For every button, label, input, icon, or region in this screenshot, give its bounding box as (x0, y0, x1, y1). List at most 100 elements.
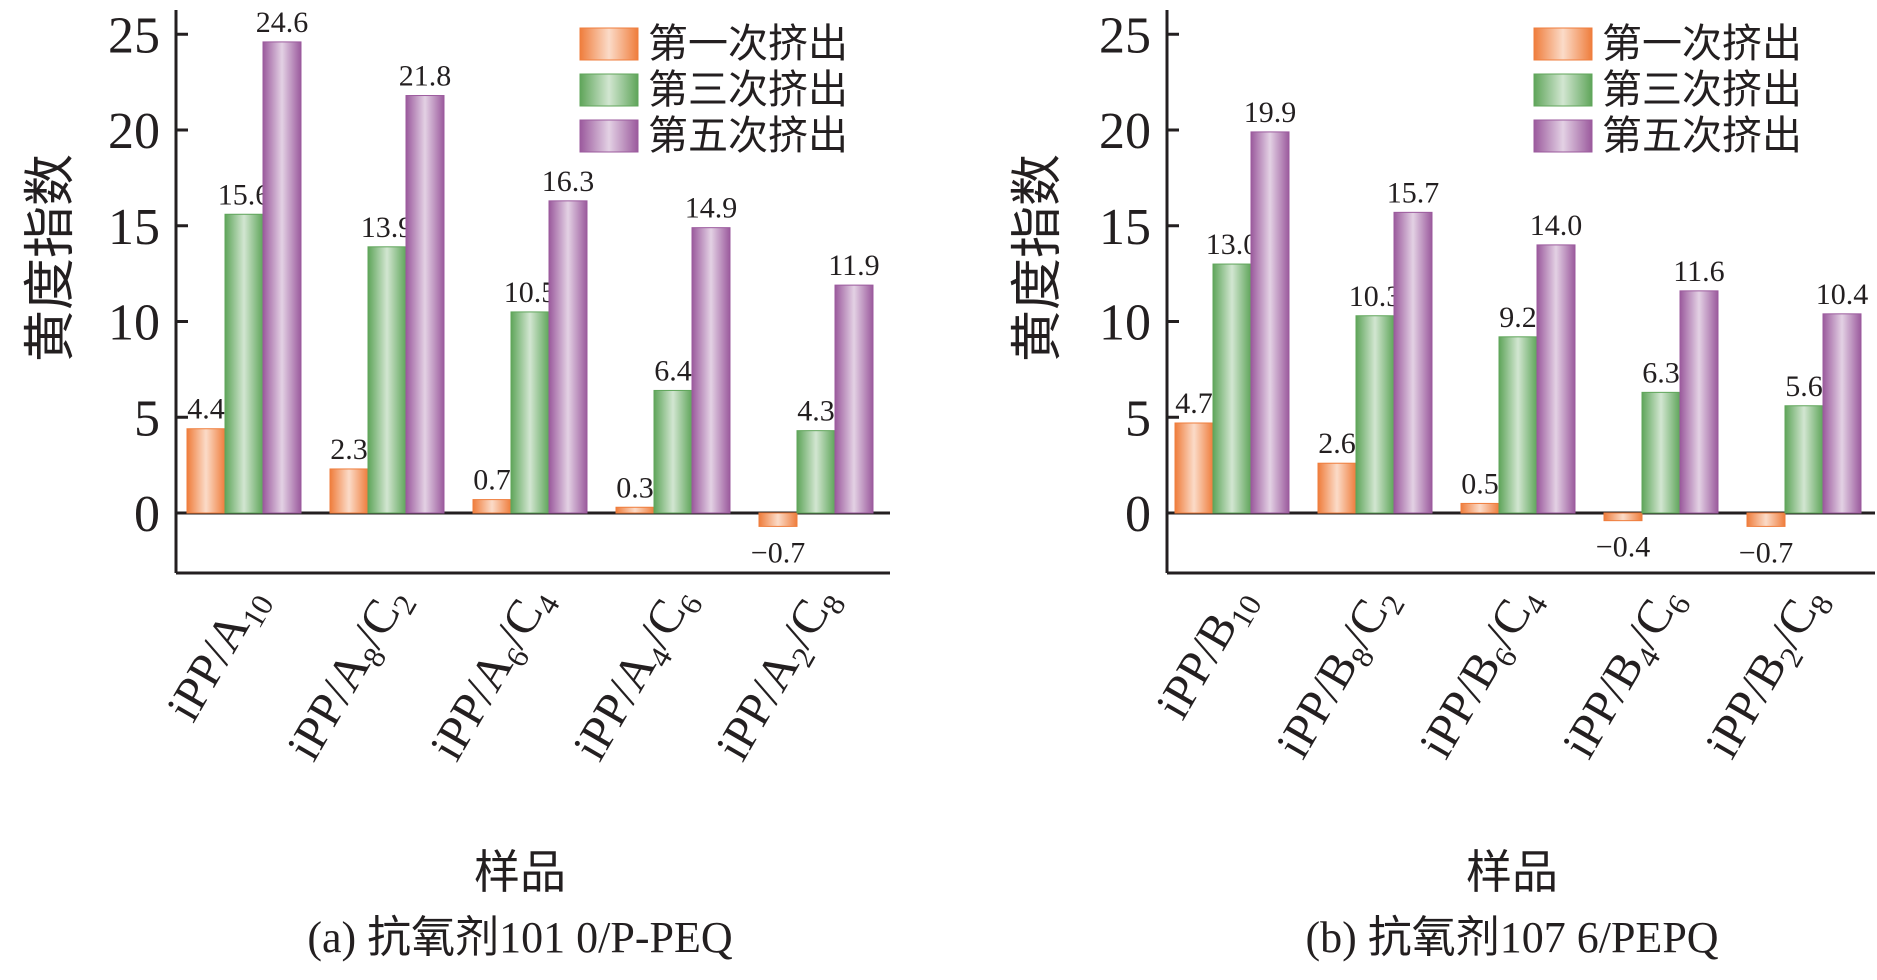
data-label: 13.0 (1206, 228, 1259, 261)
data-label: 0.3 (616, 471, 654, 504)
legend-label: 第五次挤出 (1602, 113, 1802, 158)
y-tick-label: 25 (1099, 7, 1151, 64)
bar-third-extrusion (1784, 405, 1824, 514)
x-category-label: iPP/B8/C2 (1266, 577, 1411, 770)
data-label: 6.4 (654, 354, 692, 387)
bar-third-extrusion (367, 246, 407, 514)
legend-label: 第三次挤出 (1602, 67, 1802, 112)
data-label: 16.3 (542, 165, 595, 198)
bar-fifth-extrusion (1536, 244, 1576, 514)
y-tick-label: 5 (1125, 390, 1151, 447)
bar-fifth-extrusion (548, 200, 588, 514)
bar-fifth-extrusion (1250, 131, 1290, 514)
x-category-label: iPP/B6/C4 (1409, 577, 1555, 770)
bar-first-extrusion (1460, 502, 1500, 514)
bar-fifth-extrusion (834, 284, 874, 514)
x-axis-label: 样品 (474, 847, 566, 898)
data-label: 0.5 (1461, 467, 1499, 500)
legend-label: 第三次挤出 (648, 67, 848, 112)
x-category-label: iPP/A8/C2 (277, 577, 424, 772)
legend-label: 第五次挤出 (648, 113, 848, 158)
y-axis-label: 黄度指数 (1010, 154, 1067, 362)
y-tick-label: 15 (108, 199, 160, 256)
bar-third-extrusion (1498, 336, 1538, 514)
data-label: 13.9 (361, 211, 414, 244)
bar-first-extrusion (1317, 462, 1357, 514)
legend-label: 第一次挤出 (648, 21, 848, 66)
chart-panel-b: 0 5 10 15 20 25 4.7 13.0 19.9 iPP/B10 2.6 10.3 15.7 i… (1010, 7, 1875, 962)
data-label: −0.7 (1739, 536, 1793, 569)
x-category-label: iPP/A10 (157, 577, 281, 733)
bar-first-extrusion (615, 506, 655, 514)
x-category-label: iPP/B4/C6 (1552, 577, 1697, 770)
data-label: 14.0 (1530, 209, 1583, 242)
y-tick-label: 15 (1099, 199, 1151, 256)
y-tick-label: 10 (108, 295, 160, 352)
x-category-label: iPP/A4/C6 (563, 577, 710, 772)
data-label: 5.6 (1785, 370, 1823, 403)
bar-fifth-extrusion (1679, 290, 1719, 514)
panel-caption: (a) 抗氧剂101 0/P-PEQ (307, 913, 733, 962)
panel-caption: (b) 抗氧剂107 6/PEPQ (1305, 913, 1718, 962)
bar-first-extrusion (758, 512, 798, 527)
data-label: −0.4 (1596, 531, 1650, 564)
y-tick-label: 0 (134, 486, 160, 543)
data-label: 21.8 (399, 60, 452, 93)
data-label: 11.6 (1673, 255, 1724, 288)
legend-label: 第一次挤出 (1602, 21, 1802, 66)
bar-fifth-extrusion (1393, 211, 1433, 514)
bar-first-extrusion (329, 468, 369, 514)
x-category-label: iPP/A6/C4 (420, 577, 567, 772)
data-label: 15.6 (218, 178, 271, 211)
data-label: 0.7 (473, 464, 511, 497)
data-label: 14.9 (685, 192, 738, 225)
data-label: 19.9 (1244, 96, 1297, 129)
data-label: 9.2 (1499, 301, 1537, 334)
y-tick-label: 5 (134, 390, 160, 447)
bar-fifth-extrusion (405, 95, 445, 514)
bar-first-extrusion (186, 428, 226, 514)
bar-first-extrusion (1174, 422, 1214, 514)
data-label: 15.7 (1387, 176, 1440, 209)
data-label: 2.6 (1318, 427, 1356, 460)
y-tick-label: 20 (108, 103, 160, 160)
legend-swatch (1533, 119, 1593, 153)
y-tick-label: 10 (1099, 295, 1151, 352)
legend-swatch (579, 27, 639, 61)
bar-third-extrusion (796, 430, 836, 514)
bar-third-extrusion (224, 213, 264, 514)
x-category-label: iPP/A2/C8 (706, 577, 853, 772)
data-label: 10.3 (1349, 280, 1402, 313)
legend-swatch (579, 73, 639, 107)
data-label: 11.9 (828, 249, 879, 282)
y-tick-label: 20 (1099, 103, 1151, 160)
bar-third-extrusion (1212, 263, 1252, 514)
data-label: 24.6 (256, 6, 309, 39)
bar-first-extrusion (472, 499, 512, 514)
y-tick-label: 25 (108, 7, 160, 64)
data-label: 4.4 (187, 393, 225, 426)
data-label: 2.3 (330, 433, 368, 466)
bar-fifth-extrusion (691, 227, 731, 514)
legend-swatch (579, 119, 639, 153)
x-axis-label: 样品 (1466, 847, 1558, 898)
chart-panel-a: 0 5 10 15 20 25 4.4 15.6 24.6 iPP/A10 2.3 13.9 21.8 i… (23, 6, 890, 962)
bar-fifth-extrusion (1822, 313, 1862, 514)
data-label: 6.3 (1642, 356, 1680, 389)
data-label: 10.5 (504, 276, 557, 309)
bar-first-extrusion (1746, 512, 1786, 527)
x-category-label: iPP/B10 (1146, 577, 1269, 730)
data-label: 10.4 (1816, 278, 1869, 311)
bar-first-extrusion (1603, 512, 1643, 522)
x-category-label: iPP/B2/C8 (1695, 577, 1840, 770)
bar-third-extrusion (1355, 315, 1395, 514)
bar-third-extrusion (510, 311, 550, 514)
bar-third-extrusion (653, 389, 693, 514)
data-label: 4.3 (797, 395, 835, 428)
legend-swatch (1533, 27, 1593, 61)
data-label: −0.7 (751, 536, 805, 569)
y-axis-label: 黄度指数 (23, 154, 80, 362)
bar-third-extrusion (1641, 391, 1681, 514)
y-tick-label: 0 (1125, 486, 1151, 543)
